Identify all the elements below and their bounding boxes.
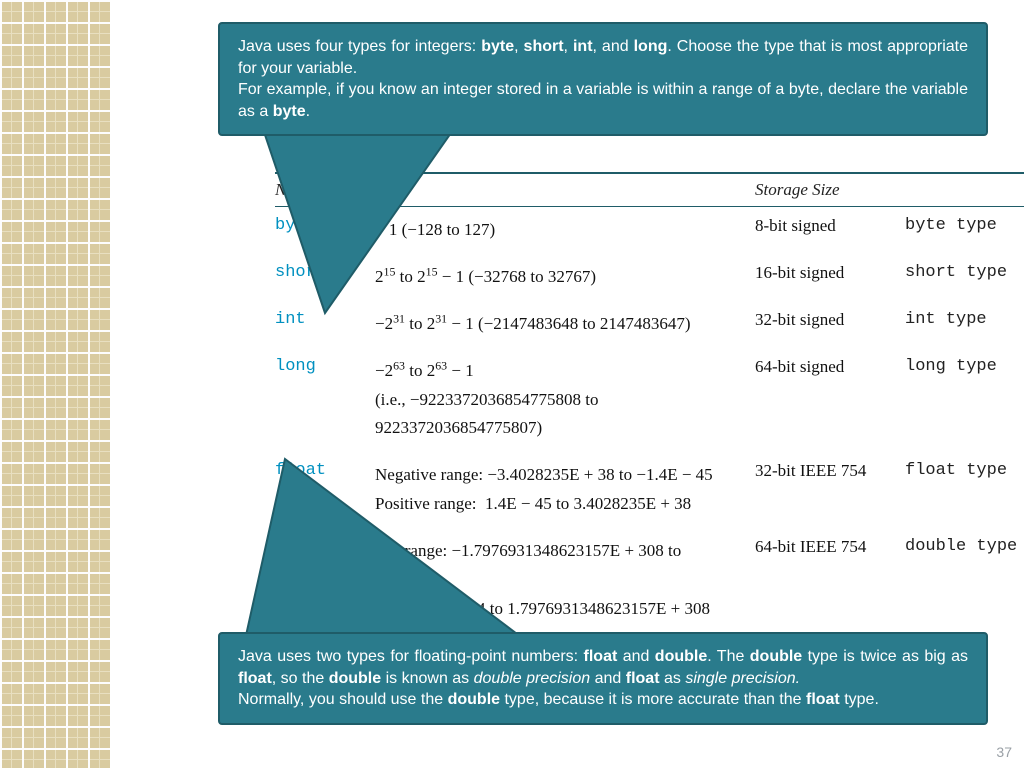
- bold: byte: [273, 103, 306, 120]
- text: Java uses four types for integers:: [238, 38, 481, 55]
- cell-size: 16-bit signed: [755, 263, 905, 283]
- italic: double precision: [474, 670, 591, 687]
- cell-size: 32-bit signed: [755, 310, 905, 330]
- bold: double: [655, 648, 707, 665]
- bold: int: [573, 38, 593, 55]
- page-number: 37: [996, 744, 1012, 760]
- italic: single precision.: [685, 670, 800, 687]
- text: ,: [564, 38, 573, 55]
- cell-size: 64-bit IEEE 754: [755, 537, 905, 557]
- text: Normally, you should use the: [238, 691, 448, 708]
- text: type.: [840, 691, 879, 708]
- bold: float: [584, 648, 618, 665]
- callout-top: Java uses four types for integers: byte,…: [218, 22, 988, 136]
- text: and: [590, 670, 626, 687]
- text: as: [660, 670, 686, 687]
- text: . The: [707, 648, 750, 665]
- col-header-size: Storage Size: [755, 180, 905, 200]
- side-pattern: [0, 0, 110, 768]
- text: is known as: [381, 670, 473, 687]
- callout-bottom: Java uses two types for floating-point n…: [218, 632, 988, 725]
- text: Java uses two types for floating-point n…: [238, 648, 584, 665]
- cell-size: 64-bit signed: [755, 357, 905, 377]
- bold: double: [448, 691, 500, 708]
- cell-note: float type: [905, 461, 1024, 480]
- bold: long: [634, 38, 668, 55]
- bold: byte: [481, 38, 514, 55]
- cell-name: long: [275, 357, 375, 376]
- bold: float: [806, 691, 840, 708]
- text: , and: [593, 38, 634, 55]
- text: .: [306, 103, 310, 120]
- bold: float: [238, 670, 272, 687]
- bold: float: [626, 670, 660, 687]
- text: and: [617, 648, 655, 665]
- cell-note: long type: [905, 357, 1024, 376]
- callout-top-pointer: [220, 118, 460, 318]
- slide-area: TABLE 2.1 Name Storage Size byte− 1 (−12…: [110, 0, 1024, 768]
- cell-size: 8-bit signed: [755, 216, 905, 236]
- cell-note: byte type: [905, 216, 1024, 235]
- cell-note: short type: [905, 263, 1024, 282]
- cell-range: −263 to 263 − 1(i.e., −92233720368547758…: [375, 357, 755, 444]
- text: type, because it is more accurate than t…: [500, 691, 806, 708]
- cell-size: 32-bit IEEE 754: [755, 461, 905, 481]
- cell-note: int type: [905, 310, 1024, 329]
- bold: short: [524, 38, 564, 55]
- text: type is twice as big as: [802, 648, 968, 665]
- text: For example, if you know an integer stor…: [238, 81, 968, 120]
- text: , so the: [272, 670, 329, 687]
- col-header-note: [905, 180, 1024, 200]
- text: ,: [514, 38, 523, 55]
- cell-note: double type: [905, 537, 1024, 556]
- bold: double: [750, 648, 802, 665]
- bold: double: [329, 670, 381, 687]
- table-row: long−263 to 263 − 1(i.e., −9223372036854…: [275, 348, 1024, 453]
- callout-bottom-pointer: [230, 454, 530, 644]
